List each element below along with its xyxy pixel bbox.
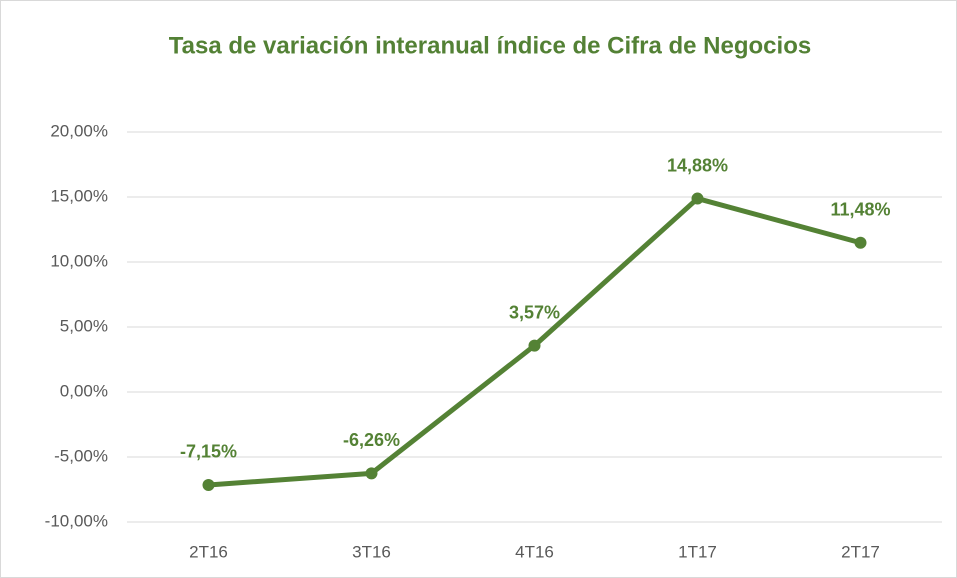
x-tick-label: 2T16 (189, 542, 228, 561)
y-tick-label: 5,00% (60, 316, 108, 335)
chart-title: Tasa de variación interanual índice de C… (169, 32, 811, 59)
data-point (691, 192, 704, 205)
data-point (365, 467, 378, 480)
y-tick-label: 0,00% (60, 381, 108, 400)
data-label: 11,48% (830, 200, 890, 220)
data-point (202, 478, 215, 491)
data-label: 3,57% (509, 302, 560, 322)
y-tick-label: 15,00% (50, 186, 108, 205)
x-tick-label: 3T16 (352, 542, 391, 561)
y-tick-label: -10,00% (45, 511, 108, 530)
x-tick-label: 2T17 (841, 542, 880, 561)
x-tick-label: 1T17 (678, 542, 717, 561)
data-point (854, 236, 867, 249)
y-tick-label: 10,00% (50, 251, 108, 270)
y-tick-label: 20,00% (50, 121, 108, 140)
data-point (528, 339, 541, 352)
x-tick-label: 4T16 (515, 542, 554, 561)
data-label: 14,88% (667, 155, 728, 175)
data-label: -6,26% (343, 430, 400, 450)
data-label: -7,15% (180, 442, 237, 462)
y-tick-label: -5,00% (54, 446, 108, 465)
